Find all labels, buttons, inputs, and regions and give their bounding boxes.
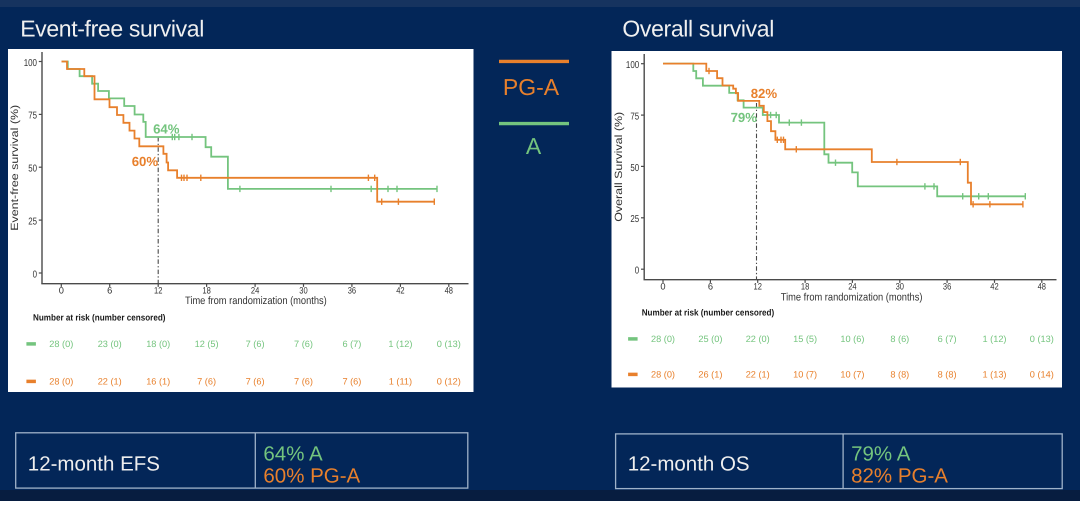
svg-text:25: 25 (28, 216, 37, 227)
svg-text:16 (1): 16 (1) (146, 376, 170, 386)
svg-text:10 (7): 10 (7) (840, 369, 864, 379)
svg-text:7 (6): 7 (6) (294, 376, 313, 386)
svg-text:12: 12 (754, 282, 762, 292)
svg-text:0 (12): 0 (12) (437, 376, 461, 386)
svg-text:100: 100 (626, 60, 640, 71)
svg-text:28 (0): 28 (0) (49, 376, 73, 386)
svg-text:42: 42 (990, 282, 998, 292)
svg-text:82% PG-A: 82% PG-A (851, 464, 948, 487)
svg-text:0 (13): 0 (13) (437, 339, 461, 349)
svg-text:Overall survival: Overall survival (622, 16, 774, 42)
svg-text:42: 42 (396, 286, 404, 296)
svg-text:18: 18 (202, 286, 210, 296)
svg-text:36: 36 (943, 282, 951, 292)
svg-text:75: 75 (28, 111, 37, 122)
svg-text:1 (11): 1 (11) (389, 376, 412, 386)
svg-text:0: 0 (660, 282, 665, 292)
svg-text:8 (8): 8 (8) (890, 369, 909, 379)
svg-text:50: 50 (630, 163, 639, 174)
svg-text:22 (1): 22 (1) (98, 376, 122, 386)
svg-text:22 (1): 22 (1) (746, 369, 770, 379)
svg-text:24: 24 (251, 286, 259, 296)
svg-text:1 (12): 1 (12) (388, 339, 412, 349)
svg-text:18 (0): 18 (0) (146, 339, 170, 349)
svg-text:12-month OS: 12-month OS (628, 453, 750, 476)
svg-text:22 (0): 22 (0) (746, 334, 770, 344)
svg-text:Overall Survival (%): Overall Survival (%) (613, 112, 625, 222)
svg-text:0: 0 (33, 269, 38, 280)
svg-text:48: 48 (1038, 282, 1046, 292)
svg-text:50: 50 (28, 164, 37, 175)
svg-text:0 (13): 0 (13) (1030, 334, 1054, 344)
svg-text:6 (7): 6 (7) (938, 334, 957, 344)
svg-text:28 (0): 28 (0) (49, 339, 73, 349)
svg-text:7 (6): 7 (6) (294, 339, 313, 349)
svg-text:15 (5): 15 (5) (793, 334, 817, 344)
svg-text:60%: 60% (132, 154, 159, 169)
svg-text:36: 36 (348, 286, 356, 296)
svg-text:0 (14): 0 (14) (1030, 369, 1054, 379)
svg-text:79% A: 79% A (851, 442, 911, 465)
svg-text:Time from randomization (month: Time from randomization (months) (185, 295, 327, 307)
svg-text:8 (6): 8 (6) (890, 334, 909, 344)
svg-text:10 (7): 10 (7) (793, 369, 817, 379)
svg-text:100: 100 (24, 58, 38, 69)
svg-text:0: 0 (59, 286, 64, 296)
svg-text:64% A: 64% A (263, 442, 323, 465)
svg-text:1 (12): 1 (12) (982, 334, 1006, 344)
svg-text:A: A (526, 133, 542, 159)
svg-text:12 (5): 12 (5) (195, 339, 219, 349)
svg-text:6: 6 (107, 286, 112, 296)
svg-text:7 (6): 7 (6) (246, 339, 265, 349)
svg-text:10 (6): 10 (6) (840, 334, 864, 344)
svg-text:6: 6 (708, 282, 713, 292)
svg-text:Time from randomization (month: Time from randomization (months) (781, 292, 923, 304)
svg-text:30: 30 (896, 282, 904, 292)
svg-text:26 (1): 26 (1) (698, 369, 722, 379)
svg-text:60% PG-A: 60% PG-A (263, 464, 360, 487)
svg-text:Event-free survival: Event-free survival (20, 16, 204, 42)
svg-text:79%: 79% (731, 110, 758, 125)
svg-text:7 (6): 7 (6) (342, 376, 361, 386)
svg-text:75: 75 (630, 111, 639, 122)
svg-text:PG-A: PG-A (503, 74, 560, 100)
svg-text:1 (13): 1 (13) (982, 369, 1006, 379)
svg-text:82%: 82% (751, 86, 778, 101)
svg-text:7 (6): 7 (6) (197, 376, 216, 386)
svg-text:18: 18 (801, 282, 809, 292)
svg-text:12: 12 (154, 286, 162, 296)
svg-text:23 (0): 23 (0) (98, 339, 122, 349)
svg-text:28 (0): 28 (0) (651, 369, 675, 379)
svg-text:64%: 64% (153, 121, 180, 136)
svg-text:0: 0 (635, 266, 640, 277)
svg-text:Number at risk (number censore: Number at risk (number censored) (33, 313, 166, 323)
svg-text:6 (7): 6 (7) (342, 339, 361, 349)
svg-text:12-month EFS: 12-month EFS (28, 453, 160, 476)
svg-text:25 (0): 25 (0) (698, 334, 722, 344)
svg-text:7 (6): 7 (6) (246, 376, 265, 386)
svg-text:28 (0): 28 (0) (651, 334, 675, 344)
svg-text:30: 30 (299, 286, 307, 296)
svg-text:8 (8): 8 (8) (938, 369, 957, 379)
svg-text:25: 25 (630, 214, 639, 225)
svg-text:Event-free survival (%): Event-free survival (%) (9, 105, 21, 231)
svg-text:48: 48 (445, 286, 453, 296)
svg-text:24: 24 (848, 282, 856, 292)
svg-text:Number at risk (number censore: Number at risk (number censored) (642, 308, 775, 318)
